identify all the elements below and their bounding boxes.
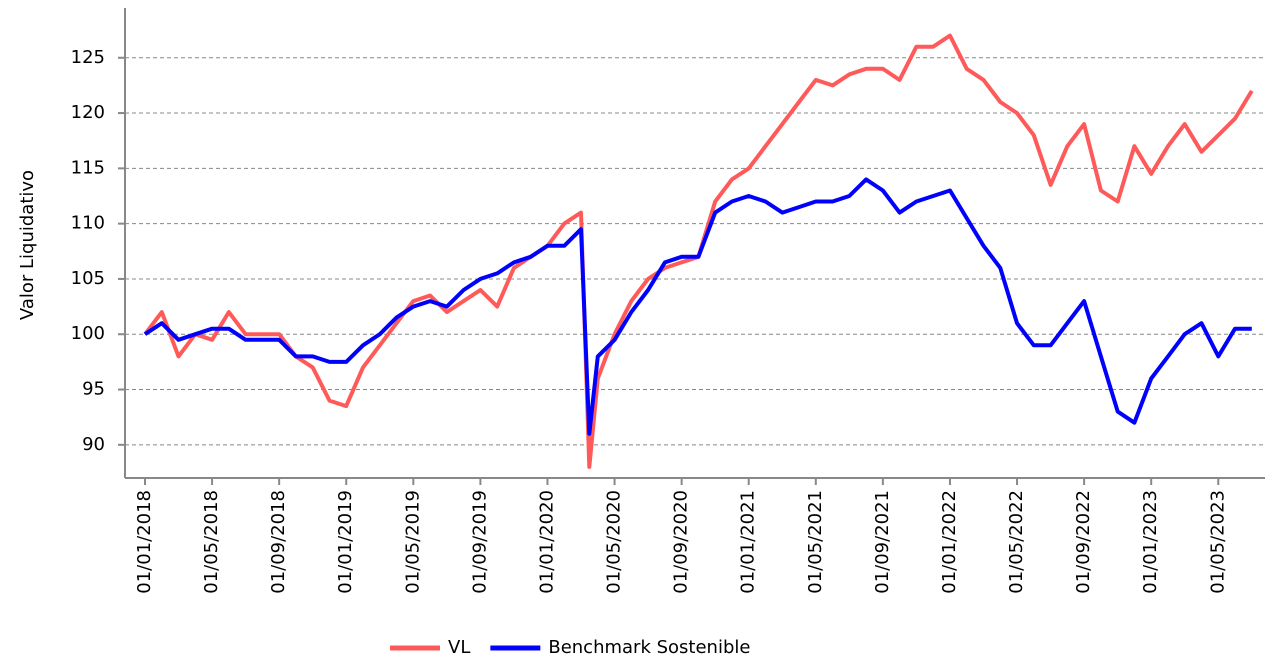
y-axis-label: Valor Liquidativo <box>17 170 38 320</box>
y-tick-label: 90 <box>82 434 105 455</box>
legend-label: Benchmark Sostenible <box>548 637 750 658</box>
x-tick-label: 01/05/2021 <box>805 490 826 594</box>
x-tick-label: 01/01/2019 <box>335 490 356 594</box>
y-tick-label: 120 <box>71 102 105 123</box>
x-tick-label: 01/09/2022 <box>1073 490 1094 594</box>
series-line <box>143 177 1252 436</box>
x-tick-label: 01/01/2021 <box>738 490 759 594</box>
x-tick-label: 01/05/2022 <box>1006 490 1027 594</box>
x-tick-label: 01/09/2018 <box>268 490 289 594</box>
y-tick-label: 125 <box>71 47 105 68</box>
y-tick-label: 105 <box>71 268 105 289</box>
x-tick-label: 01/01/2023 <box>1140 490 1161 594</box>
x-tick-label: 01/01/2020 <box>536 490 557 594</box>
y-tick-label: 95 <box>82 379 105 400</box>
x-tick-label: 01/05/2018 <box>201 490 222 594</box>
series-line <box>143 33 1254 469</box>
x-tick-label: 01/01/2022 <box>939 490 960 594</box>
x-tick-label: 01/09/2021 <box>872 490 893 594</box>
x-tick-label: 01/05/2019 <box>402 490 423 594</box>
x-tick-label: 01/01/2018 <box>134 490 155 594</box>
legend-label: VL <box>448 637 470 658</box>
y-tick-label: 100 <box>71 323 105 344</box>
x-tick-label: 01/09/2019 <box>469 490 490 594</box>
x-tick-label: 01/05/2020 <box>604 490 625 594</box>
y-tick-label: 115 <box>71 157 105 178</box>
y-tick-label: 110 <box>71 213 105 234</box>
x-tick-label: 01/09/2020 <box>671 490 692 594</box>
x-tick-label: 01/05/2023 <box>1207 490 1228 594</box>
